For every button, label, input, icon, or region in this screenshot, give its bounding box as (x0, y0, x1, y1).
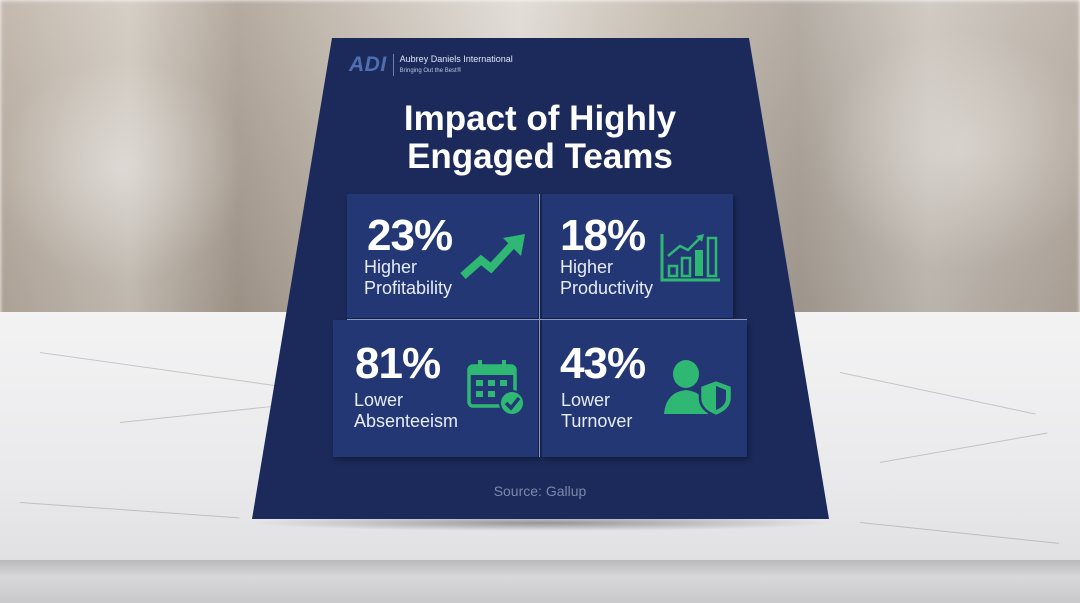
logo-mark: ADI (349, 54, 394, 76)
logo-tagline: Bringing Out the Best® (399, 68, 462, 74)
logo-company-name: Aubrey Daniels International (399, 54, 513, 64)
adi-logo: ADI Aubrey Daniels International Bringin… (349, 54, 513, 76)
stat-value: 23% (367, 211, 453, 260)
stat-label: Higher Profitability (364, 257, 453, 298)
stat-tile-absenteeism: 81% Lower Absenteeism (333, 320, 538, 457)
title-line-2: Engaged Teams (407, 137, 673, 176)
grid-divider-vertical (539, 194, 540, 457)
title-line-1: Impact of Highly (403, 99, 677, 138)
stat-label: Lower Turnover (561, 390, 633, 431)
stat-value: 18% (560, 211, 646, 260)
stat-value: 81% (355, 339, 441, 388)
person-shield-icon (664, 360, 734, 418)
infographic-title: Impact of Highly Engaged Teams (340, 100, 740, 176)
stats-grid: 23% Higher Profitability 18% Higher Prod… (333, 194, 747, 459)
source-note: Source: Gallup (493, 483, 587, 499)
card-shadow (246, 515, 836, 531)
countertop-edge (0, 560, 1080, 603)
stat-value: 43% (560, 339, 646, 388)
bar-chart-growth-icon (660, 234, 720, 282)
stat-tile-productivity: 18% Higher Productivity (542, 194, 733, 318)
stat-label: Lower Absenteeism (354, 390, 459, 431)
stat-tile-profitability: 23% Higher Profitability (347, 194, 538, 318)
stat-tile-turnover: 43% Lower Turnover (542, 320, 747, 457)
stat-label: Higher Productivity (560, 257, 654, 298)
calendar-check-icon (467, 360, 525, 416)
grid-divider-horizontal (347, 319, 747, 320)
trend-arrow-icon (460, 234, 525, 279)
